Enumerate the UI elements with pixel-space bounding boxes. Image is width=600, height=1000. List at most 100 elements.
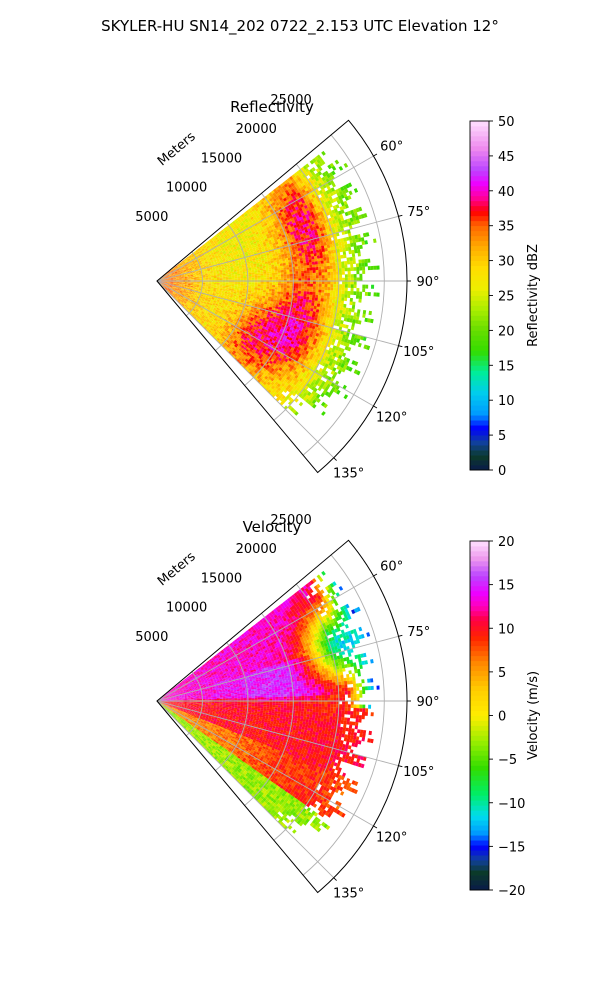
- field-cells: [279, 343, 284, 354]
- colorbar-step: [470, 330, 489, 336]
- field-cells: [306, 324, 310, 328]
- field-cells: [332, 598, 339, 607]
- azimuth-tick: [398, 345, 403, 348]
- field-cells: [320, 640, 324, 645]
- field-cells: [338, 641, 343, 646]
- field-cells: [295, 320, 299, 325]
- field-cells: [339, 610, 344, 616]
- field-cells: [316, 625, 321, 630]
- colorbar-step: [470, 140, 489, 147]
- colorbar-step: [470, 825, 489, 831]
- azimuth-tick-label: 135°: [333, 887, 364, 902]
- colorbar-step: [470, 210, 489, 217]
- colorbar-step: [470, 370, 489, 376]
- azimuth-tick: [373, 405, 378, 409]
- field-cells: [310, 626, 319, 652]
- field-cells: [371, 284, 375, 289]
- field-cells: [353, 608, 359, 613]
- colorbar-step: [470, 610, 489, 617]
- field-cells: [285, 318, 298, 348]
- range-tick-label: 20000: [236, 122, 277, 137]
- field-cells: [288, 323, 292, 328]
- field-cells: [336, 612, 341, 617]
- azimuth-tick: [333, 457, 337, 461]
- colorbar-step: [470, 840, 489, 846]
- azimuth-spoke: [156, 280, 399, 347]
- field-cells: [355, 312, 360, 324]
- colorbar-tick-label: −20: [498, 884, 525, 899]
- field-cells: [319, 613, 332, 622]
- field-cells: [339, 671, 344, 676]
- field-cells: [341, 609, 346, 615]
- colorbar-step: [470, 650, 489, 657]
- field-cells: [245, 324, 267, 336]
- field-cells: [344, 616, 349, 621]
- colorbar-step: [470, 655, 489, 662]
- field-cells: [353, 683, 357, 688]
- range-tick-label: 10000: [166, 601, 207, 616]
- field-cells: [269, 343, 274, 348]
- field-cells: [245, 343, 249, 348]
- colorbar-step: [470, 635, 489, 642]
- azimuth-spoke: [156, 700, 335, 879]
- colorbar-step: [470, 465, 489, 471]
- field-cells: [259, 318, 302, 335]
- field-cells: [222, 665, 289, 696]
- field-cells: [359, 277, 366, 289]
- field-cells: [272, 673, 296, 696]
- field-cells: [268, 687, 284, 693]
- colorbar-step: [470, 765, 489, 771]
- field-cells: [185, 642, 359, 723]
- colorbar-step: [470, 585, 489, 592]
- field-cells: [292, 213, 296, 218]
- sector-frame: [156, 119, 408, 474]
- field-cells: [334, 628, 338, 633]
- field-cells: [232, 672, 236, 675]
- field-cells: [322, 172, 327, 177]
- field-cells: [361, 660, 366, 665]
- colorbar-tick-label: 35: [498, 220, 515, 235]
- field-cells: [285, 684, 289, 688]
- field-cells: [311, 167, 316, 172]
- field-cells: [344, 219, 348, 224]
- field-cells: [247, 684, 254, 689]
- field-cells: [362, 690, 366, 694]
- field-cells: [312, 174, 318, 179]
- field-cells: [302, 301, 306, 305]
- field-cells: [330, 643, 335, 648]
- field-cells: [340, 186, 345, 192]
- field-cells: [301, 199, 306, 204]
- field-cells: [307, 237, 316, 265]
- field-cells: [270, 329, 286, 349]
- field-cells: [268, 683, 272, 686]
- field-cells: [362, 686, 366, 691]
- field-cells: [242, 691, 246, 694]
- field-cells: [269, 695, 273, 698]
- azimuth-tick-label: 90°: [416, 275, 439, 290]
- field-cells: [335, 662, 339, 667]
- colorbar-step: [470, 340, 489, 346]
- colorbar-step: [470, 720, 489, 726]
- field-cells: [365, 232, 370, 237]
- field-cells: [267, 679, 271, 682]
- colorbar-step: [470, 160, 489, 167]
- field-cells: [294, 411, 299, 416]
- range-ring: [215, 222, 249, 351]
- field-cells: [309, 653, 313, 658]
- field-cells: [186, 698, 356, 747]
- colorbar-step: [470, 295, 489, 301]
- colorbar-step: [470, 775, 489, 781]
- colorbar-step: [470, 135, 489, 142]
- field-cells: [334, 638, 367, 658]
- colorbar-step: [470, 760, 489, 766]
- colorbar-step: [470, 600, 489, 607]
- field-cells: [333, 635, 348, 655]
- field-cells: [330, 617, 347, 641]
- field-cells: [250, 342, 254, 346]
- field-cells: [296, 217, 301, 222]
- azimuth-spoke: [156, 700, 374, 827]
- colorbar-step: [470, 345, 489, 351]
- field-cells: [356, 606, 361, 612]
- field-cells: [356, 639, 361, 644]
- field-cells: [336, 634, 341, 639]
